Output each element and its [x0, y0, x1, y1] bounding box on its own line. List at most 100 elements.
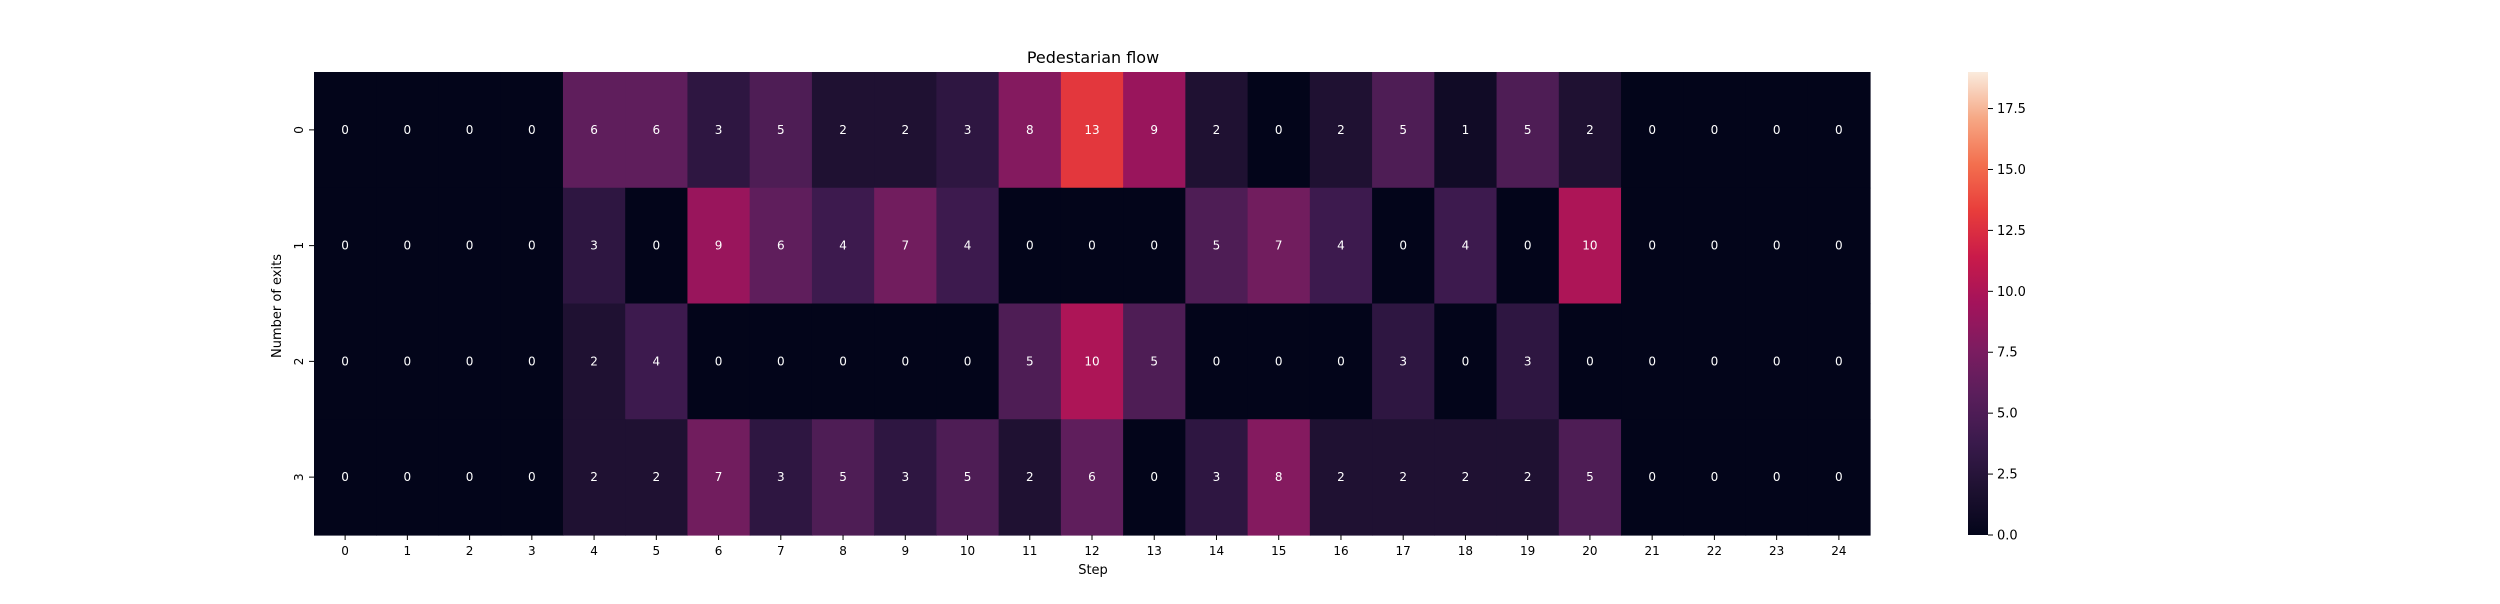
- cell-value-label: 0: [1275, 123, 1283, 137]
- heatmap-cell: [1683, 419, 1747, 536]
- x-tick-label: 16: [1333, 544, 1348, 558]
- cell-value-label: 0: [1773, 354, 1781, 368]
- cell-value-label: 0: [1399, 239, 1407, 253]
- heatmap-cell-labels: 0 0 0 0 6 6 3 5 2 2 3 8 13 9 2 0 2 5 1 5 2 0 0 0 0 0 0 0 0 3 0 9 6 4 7 4 0 0 0…: [341, 123, 1842, 484]
- x-tick-label: 17: [1396, 544, 1411, 558]
- colorbar-tick-label: 0.0: [1997, 529, 2018, 544]
- y-axis-label: Number of exits: [270, 254, 285, 358]
- cell-value-label: 0: [1835, 470, 1843, 484]
- heatmap-cell: [314, 303, 377, 420]
- heatmap-cell: [1123, 419, 1186, 536]
- cell-value-label: 0: [466, 354, 474, 368]
- x-tick-label: 0: [341, 544, 349, 558]
- colorbar-tick-label: 2.5: [1997, 468, 2018, 483]
- heatmap-cell: [936, 72, 1000, 189]
- heatmap-cell: [1185, 419, 1249, 536]
- heatmap-cell: [1434, 303, 1498, 420]
- colorbar-tick-label: 7.5: [1997, 346, 2018, 361]
- heatmap-cell: [1745, 187, 1809, 305]
- heatmap-cell: [874, 419, 937, 536]
- heatmap-cell: [1372, 303, 1435, 420]
- cell-value-label: 13: [1084, 123, 1099, 137]
- cell-value-label: 0: [466, 239, 474, 253]
- heatmap-cell: [1247, 72, 1311, 189]
- heatmap-cell: [1558, 419, 1622, 536]
- cell-value-label: 2: [1337, 123, 1345, 137]
- heatmap-cell: [811, 303, 875, 420]
- cell-value-label: 2: [1337, 470, 1345, 484]
- cell-value-label: 0: [1150, 470, 1158, 484]
- cell-value-label: 3: [964, 123, 972, 137]
- heatmap-cell: [1247, 303, 1311, 420]
- heatmap-cell: [1621, 72, 1684, 189]
- cell-value-label: 5: [1150, 354, 1158, 368]
- x-tick-label: 5: [652, 544, 660, 558]
- heatmap-cell: [625, 72, 689, 189]
- cell-value-label: 0: [1586, 354, 1594, 368]
- cell-value-label: 9: [715, 239, 723, 253]
- heatmap-cell: [1372, 419, 1435, 536]
- cell-value-label: 0: [341, 470, 349, 484]
- cell-value-label: 5: [964, 470, 972, 484]
- x-tick-label: 20: [1582, 544, 1597, 558]
- y-tick-label: 1: [292, 242, 306, 250]
- heatmap-cell: [1683, 72, 1747, 189]
- heatmap-cell: [562, 419, 626, 536]
- cell-value-label: 7: [1275, 239, 1283, 253]
- heatmap-cell: [1621, 303, 1684, 420]
- cell-value-label: 8: [1026, 123, 1034, 137]
- y-axis: 0 1 2 3: [292, 126, 314, 481]
- cell-value-label: 2: [652, 470, 660, 484]
- heatmap-cell: [1060, 72, 1124, 189]
- heatmap-cell: [687, 419, 751, 536]
- heatmap-cell: [1807, 303, 1871, 420]
- y-tick-label: 0: [292, 126, 306, 134]
- heatmap-cell: [500, 187, 564, 305]
- cell-value-label: 2: [590, 470, 598, 484]
- heatmap-cell: [1558, 187, 1622, 305]
- cell-value-label: 0: [715, 354, 723, 368]
- heatmap-cell: [1434, 72, 1498, 189]
- cell-value-label: 0: [777, 354, 785, 368]
- cell-value-label: 2: [901, 123, 909, 137]
- cell-value-label: 0: [341, 239, 349, 253]
- heatmap-cell: [936, 303, 1000, 420]
- heatmap-cell: [1185, 187, 1249, 305]
- heatmap-cell: [1060, 419, 1124, 536]
- cell-value-label: 2: [1399, 470, 1407, 484]
- x-tick-label: 9: [901, 544, 909, 558]
- cell-value-label: 0: [1213, 354, 1221, 368]
- cell-value-label: 0: [1462, 354, 1470, 368]
- cell-value-label: 0: [466, 123, 474, 137]
- x-tick-label: 11: [1022, 544, 1037, 558]
- cell-value-label: 0: [528, 123, 536, 137]
- cell-value-label: 5: [1399, 123, 1407, 137]
- heatmap-cell: [1496, 72, 1560, 189]
- heatmap-cell: [438, 419, 502, 536]
- cell-value-label: 5: [1586, 470, 1594, 484]
- heatmap-cell: [500, 419, 564, 536]
- heatmap-cell: [376, 419, 440, 536]
- heatmap-cell: [376, 72, 440, 189]
- cell-value-label: 0: [1711, 239, 1719, 253]
- heatmap-cells: [314, 72, 1871, 536]
- heatmap-cell: [500, 72, 564, 189]
- heatmap-cell: [625, 187, 689, 305]
- cell-value-label: 0: [1648, 239, 1656, 253]
- heatmap-cell: [1247, 419, 1311, 536]
- heatmap-cell: [811, 419, 875, 536]
- heatmap-cell: [1683, 303, 1747, 420]
- cell-value-label: 10: [1582, 239, 1597, 253]
- colorbar-tick-label: 17.5: [1997, 102, 2026, 117]
- cell-value-label: 0: [1275, 354, 1283, 368]
- cell-value-label: 5: [1213, 239, 1221, 253]
- heatmap-cell: [936, 419, 1000, 536]
- cell-value-label: 2: [1462, 470, 1470, 484]
- heatmap-cell: [500, 303, 564, 420]
- cell-value-label: 0: [1648, 470, 1656, 484]
- heatmap-cell: [438, 303, 502, 420]
- cell-value-label: 5: [1524, 123, 1532, 137]
- heatmap-cell: [1309, 303, 1373, 420]
- cell-value-label: 7: [715, 470, 723, 484]
- cell-value-label: 0: [1711, 123, 1719, 137]
